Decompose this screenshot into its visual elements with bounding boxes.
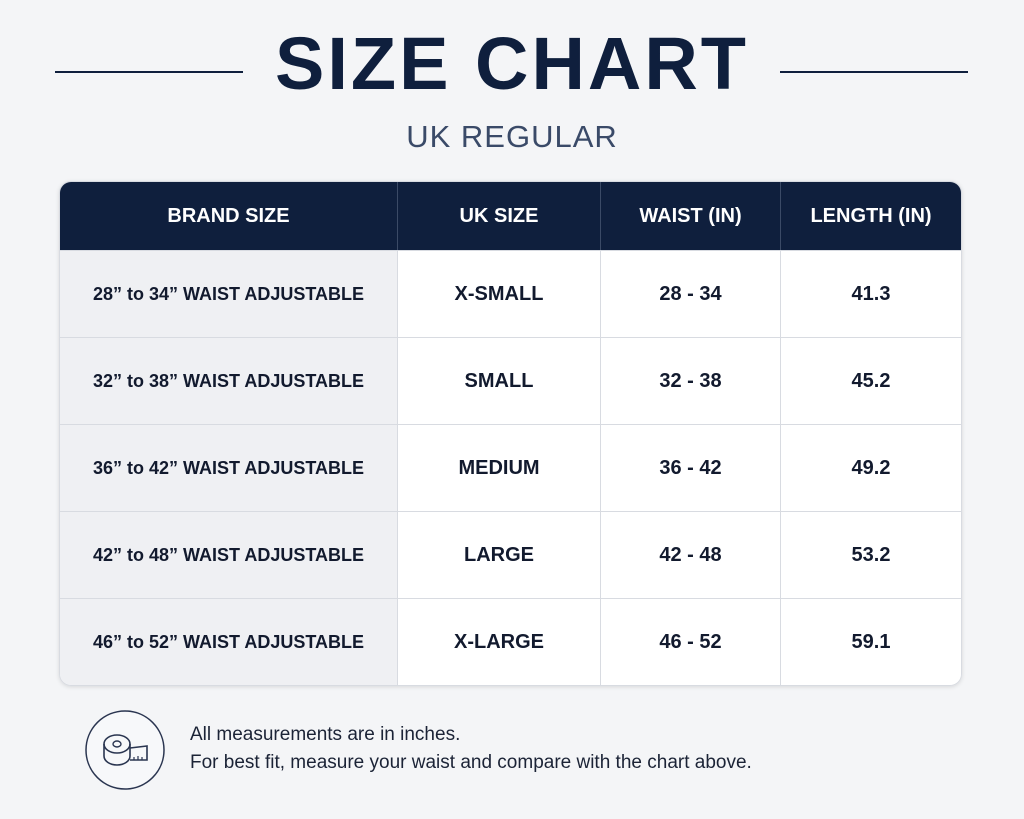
- table-cell: 28” to 34” WAIST ADJUSTABLE: [60, 250, 397, 337]
- table-cell: X-LARGE: [397, 598, 600, 685]
- table-cell: LARGE: [397, 511, 600, 598]
- column-header: WAIST (IN): [600, 182, 780, 250]
- table-cell: 53.2: [780, 511, 961, 598]
- tape-measure-icon: [85, 710, 165, 790]
- title: SIZE CHART: [275, 22, 749, 105]
- table-cell: 36 - 42: [600, 424, 780, 511]
- table-row: 42” to 48” WAIST ADJUSTABLE LARGE 42 - 48 5…: [60, 511, 961, 598]
- table-cell: 32 - 38: [600, 337, 780, 424]
- note: All measurements are in inches.: [190, 724, 461, 745]
- table-cell: X-SMALL: [397, 250, 600, 337]
- table-cell: 46 - 52: [600, 598, 780, 685]
- table-row: 36” to 42” WAIST ADJUSTABLE MEDIUM 36 - 42…: [60, 424, 961, 511]
- table-cell: 42” to 48” WAIST ADJUSTABLE: [60, 511, 397, 598]
- table-cell: 41.3: [780, 250, 961, 337]
- title-rule: [780, 71, 968, 73]
- table-cell: MEDIUM: [397, 424, 600, 511]
- table-cell: 49.2: [780, 424, 961, 511]
- column-header: UK SIZE: [397, 182, 600, 250]
- table-cell: 42 - 48: [600, 511, 780, 598]
- title-rule: [55, 71, 243, 73]
- table-cell: 32” to 38” WAIST ADJUSTABLE: [60, 337, 397, 424]
- table-cell: 45.2: [780, 337, 961, 424]
- table-cell: 36” to 42” WAIST ADJUSTABLE: [60, 424, 397, 511]
- note: For best fit, measure your waist and com…: [190, 752, 752, 773]
- table-body: 28” to 34” WAIST ADJUSTABLE X-SMALL 28 - 3…: [60, 250, 961, 685]
- table-row: 46” to 52” WAIST ADJUSTABLE X-LARGE 46 - 5…: [60, 598, 961, 685]
- size-table: BRAND SIZE UK SIZE WAIST (IN) LENGTH (IN) 2…: [59, 181, 962, 686]
- table-row: 32” to 38” WAIST ADJUSTABLE SMALL 32 - 38 4…: [60, 337, 961, 424]
- column-header: LENGTH (IN): [780, 182, 961, 250]
- table-cell: 59.1: [780, 598, 961, 685]
- header-row: BRAND SIZE UK SIZE WAIST (IN) LENGTH (IN): [60, 182, 961, 250]
- table-row: 28” to 34” WAIST ADJUSTABLE X-SMALL 28 - 3…: [60, 250, 961, 337]
- table-cell: 46” to 52” WAIST ADJUSTABLE: [60, 598, 397, 685]
- table-cell: 28 - 34: [600, 250, 780, 337]
- table-cell: SMALL: [397, 337, 600, 424]
- column-header: BRAND SIZE: [60, 182, 397, 250]
- subtitle: UK REGULAR: [406, 119, 618, 154]
